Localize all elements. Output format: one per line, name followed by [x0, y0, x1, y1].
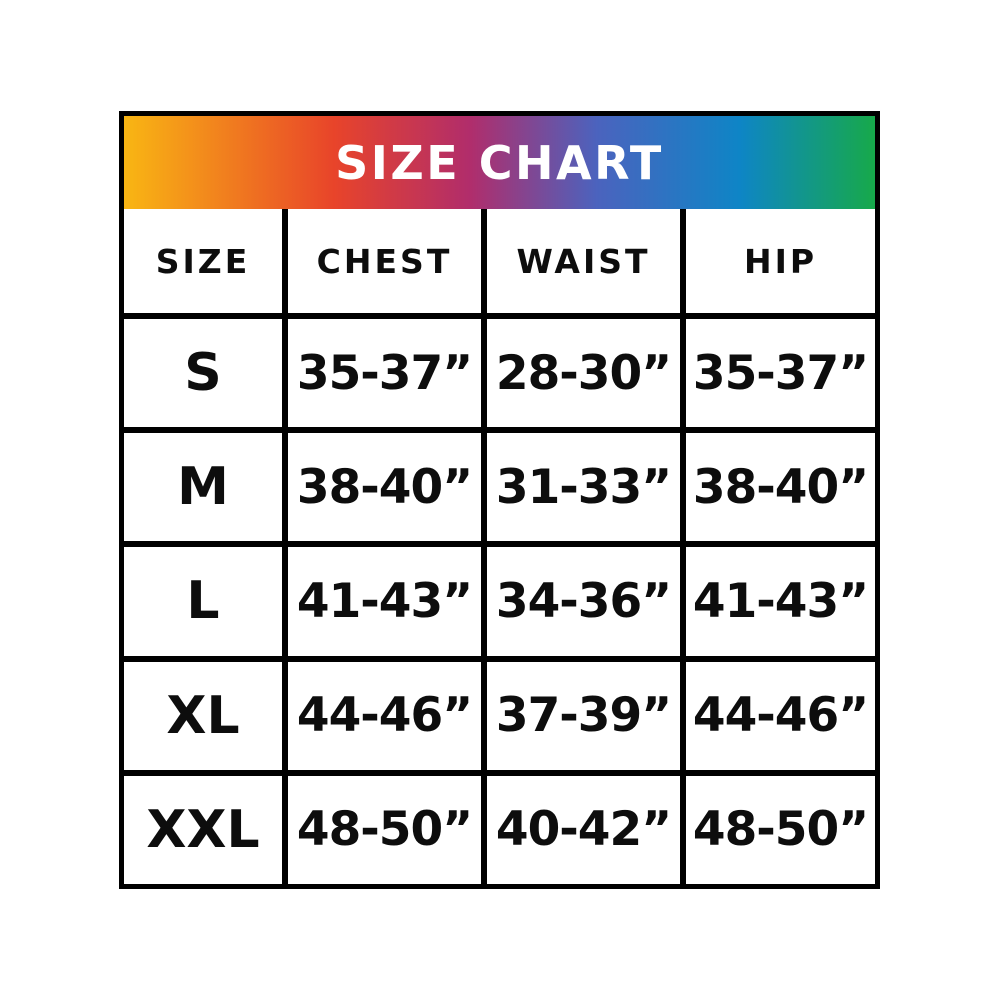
row-xxl-size-label: XXL [124, 775, 282, 884]
row-s-chest-value: 35-37” [288, 319, 481, 428]
row-m-size-label: M [124, 433, 282, 542]
size-table: SIZE CHEST WAIST HIP S 35-37” 28-30” 35-… [124, 209, 875, 884]
chart-title: SIZE CHART [335, 135, 664, 190]
column-header-size: SIZE [124, 209, 282, 313]
row-m-waist-value: 31-33” [487, 433, 680, 542]
column-header-waist: WAIST [487, 209, 680, 313]
size-chart: SIZE CHART SIZE CHEST WAIST HIP S 35-37”… [119, 111, 880, 889]
column-header-chest: CHEST [288, 209, 481, 313]
row-s-hip-value: 35-37” [686, 319, 875, 428]
row-xl-size-label: XL [124, 661, 282, 770]
row-xxl-chest-value: 48-50” [288, 775, 481, 884]
gradient-header: SIZE CHART [124, 116, 875, 209]
row-s-size-label: S [124, 319, 282, 428]
row-xxl-hip-value: 48-50” [686, 775, 875, 884]
row-m-chest-value: 38-40” [288, 433, 481, 542]
row-l-size-label: L [124, 547, 282, 656]
row-l-waist-value: 34-36” [487, 547, 680, 656]
row-xxl-waist-value: 40-42” [487, 775, 680, 884]
row-xl-waist-value: 37-39” [487, 661, 680, 770]
row-xl-chest-value: 44-46” [288, 661, 481, 770]
row-xl-hip-value: 44-46” [686, 661, 875, 770]
row-l-hip-value: 41-43” [686, 547, 875, 656]
row-l-chest-value: 41-43” [288, 547, 481, 656]
column-header-hip: HIP [686, 209, 875, 313]
row-s-waist-value: 28-30” [487, 319, 680, 428]
row-m-hip-value: 38-40” [686, 433, 875, 542]
